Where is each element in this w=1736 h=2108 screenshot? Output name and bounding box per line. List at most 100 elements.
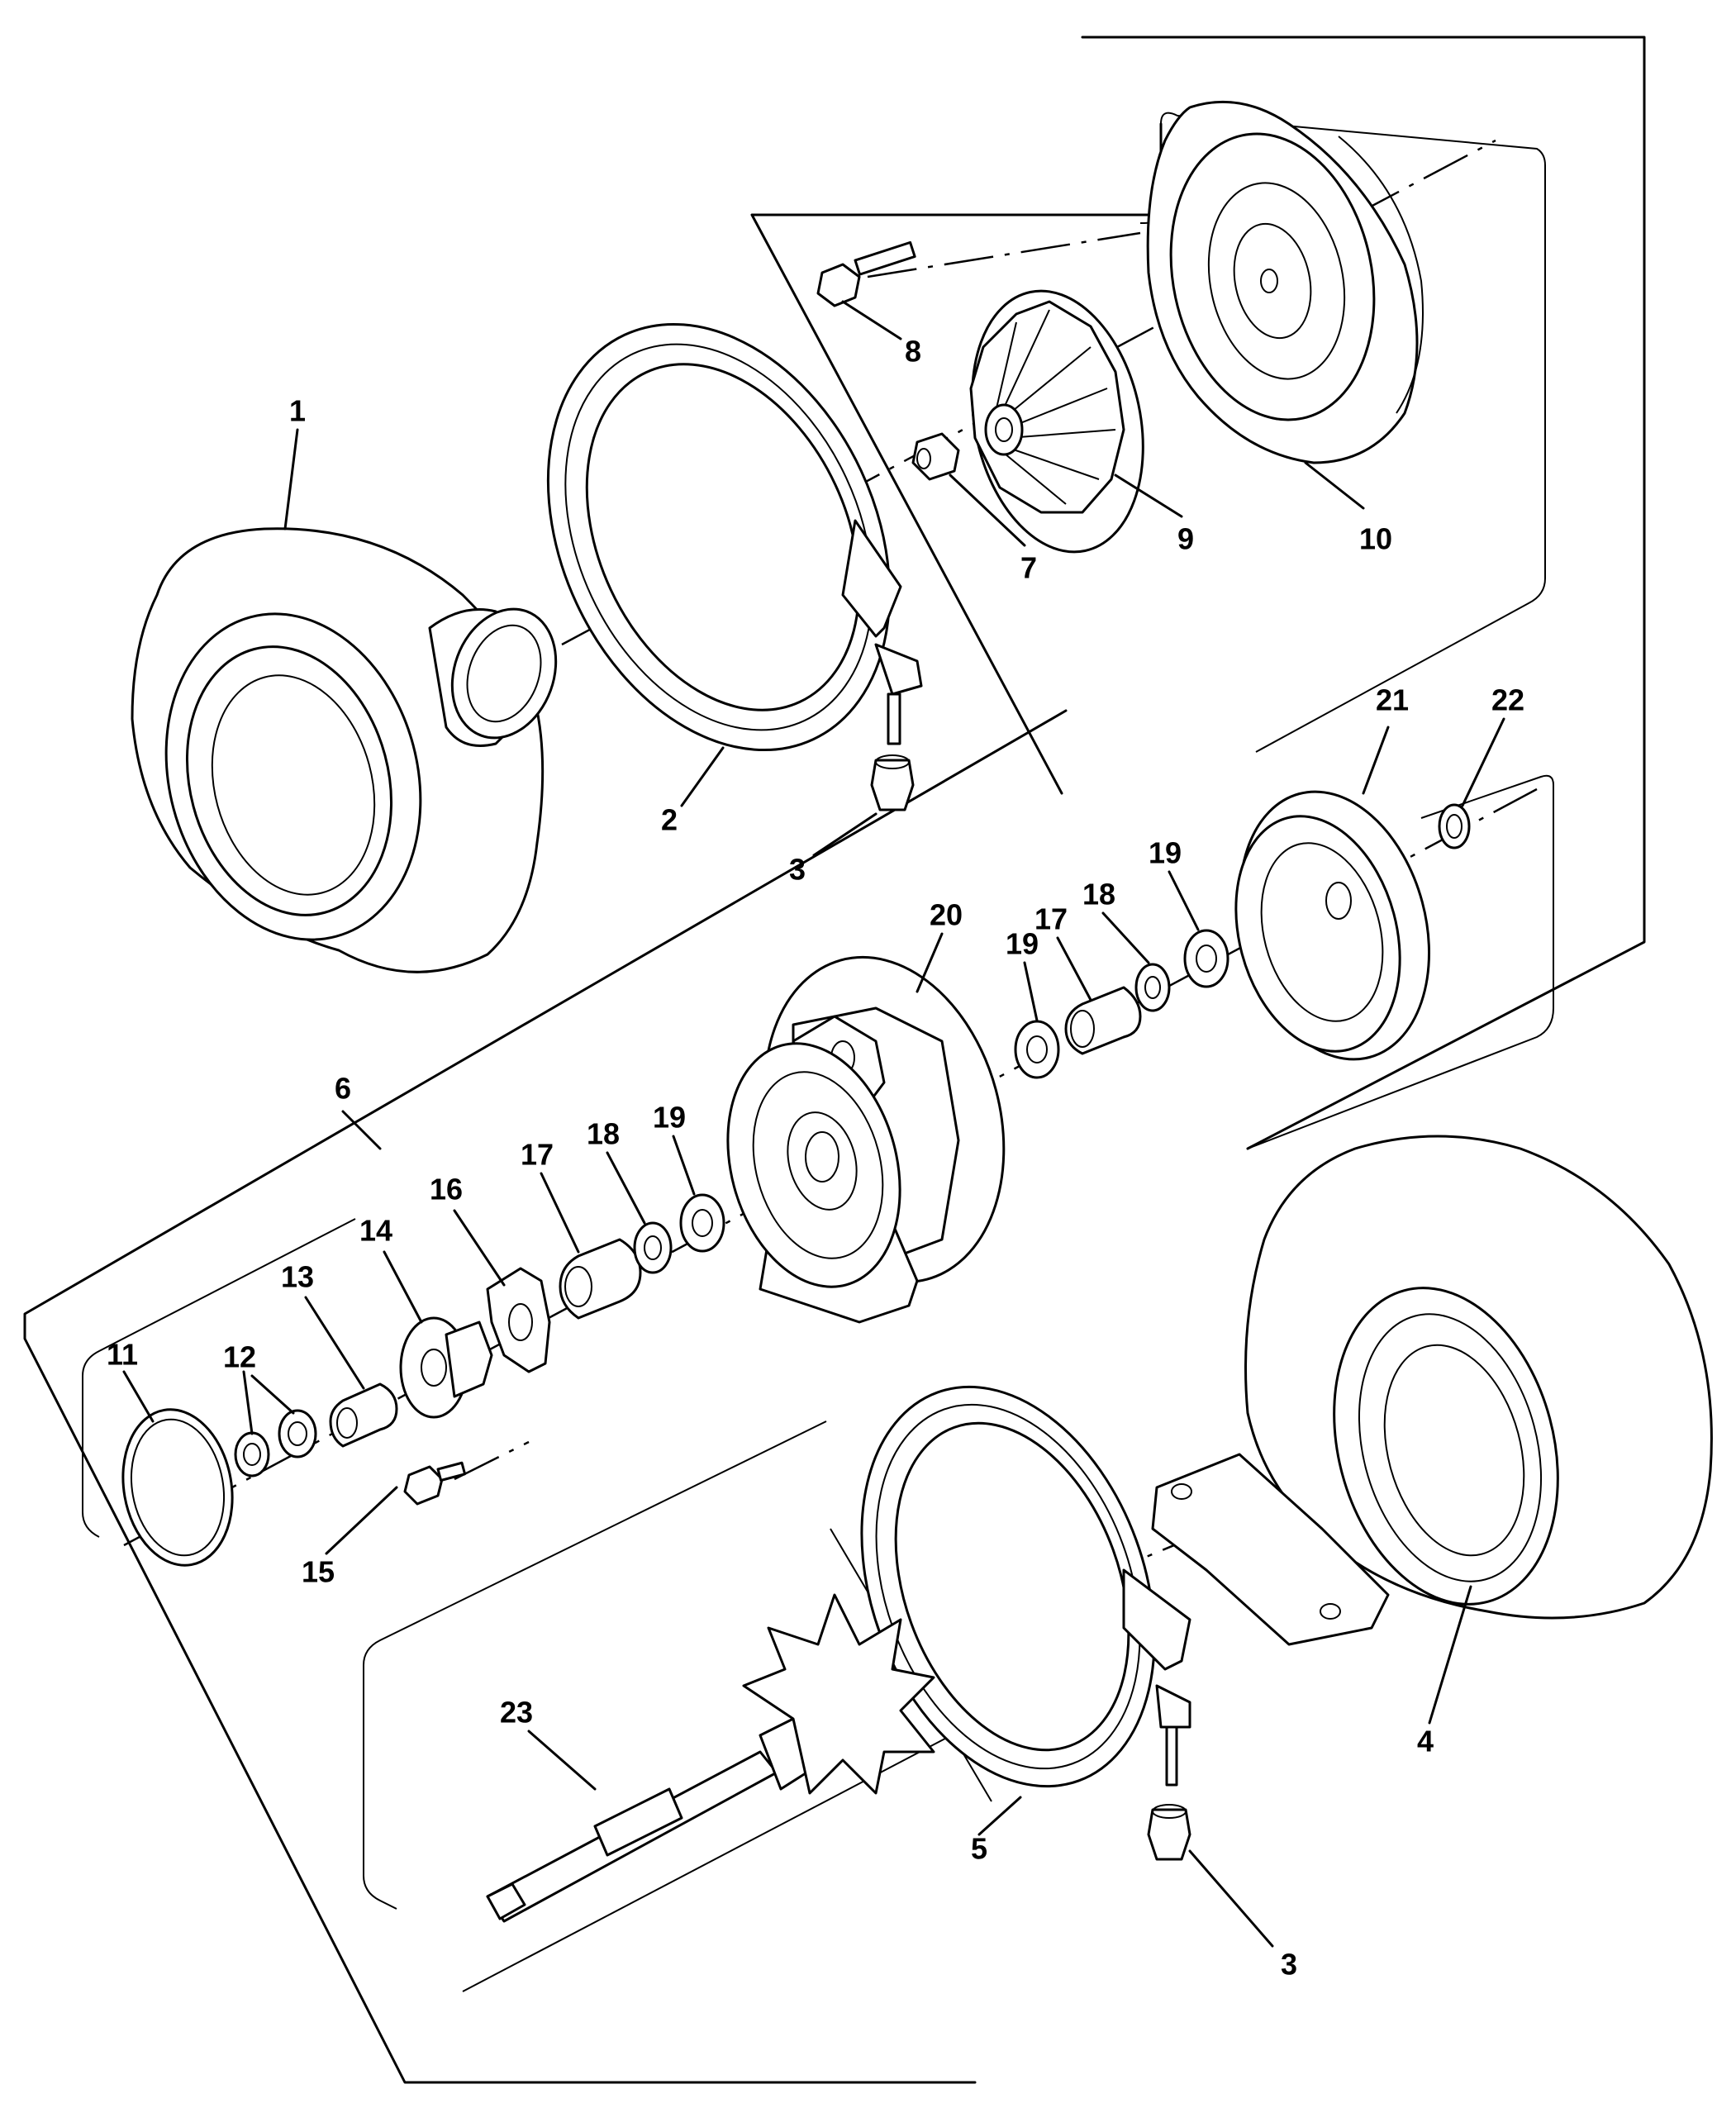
thrust-collar-13 <box>329 1382 398 1448</box>
leader-18-a <box>1101 911 1150 964</box>
axis-bolt-15 <box>454 1440 530 1481</box>
leader-10 <box>1304 461 1365 510</box>
callout-3-lower: 3 <box>1281 1948 1297 1982</box>
leader-19-b <box>1168 870 1200 931</box>
v-band-clamp-lower <box>860 1385 1191 1788</box>
seal-plate <box>1234 790 1431 1061</box>
callout-15: 15 <box>302 1555 335 1589</box>
callout-21: 21 <box>1376 683 1409 717</box>
leader-4 <box>1428 1585 1472 1725</box>
clamp-5-trunnion <box>1122 1568 1191 1671</box>
leader-18-b <box>606 1151 646 1225</box>
ring-22-inner <box>1446 814 1463 839</box>
turbine-foot-hole-1 <box>1171 1483 1192 1500</box>
v-band-clamp-upper <box>546 322 923 752</box>
callout-19-lower: 19 <box>653 1101 686 1135</box>
nut-lower <box>1147 1804 1191 1861</box>
callout-10: 10 <box>1359 522 1392 556</box>
retainer-19-c-hole <box>692 1209 713 1237</box>
screw-15-shank <box>436 1461 467 1482</box>
leader-1 <box>283 428 299 531</box>
backplate-10-bore <box>1260 269 1278 293</box>
leader-2 <box>680 746 725 807</box>
leader-16 <box>453 1209 506 1287</box>
callout-22: 22 <box>1491 683 1524 717</box>
callout-2: 2 <box>661 803 678 837</box>
turbine-foot-hole-2 <box>1320 1603 1341 1620</box>
center-housing-bore-ring <box>787 1111 858 1211</box>
center-housing <box>726 955 1006 1324</box>
nut-3-upper-face <box>875 754 910 769</box>
inner-outline-rotor <box>363 1420 976 1992</box>
backplate-10-face <box>1169 132 1376 421</box>
axis-upper <box>561 271 1257 646</box>
compressor-wheel-blade-lines <box>991 309 1116 505</box>
bearing-17-a <box>1064 986 1142 1055</box>
o-ring-11-inner <box>130 1418 226 1557</box>
thrust-plate-16 <box>486 1267 551 1373</box>
compressor-housing-discharge-flange <box>450 607 558 740</box>
seal-ring-12-b-hole <box>288 1421 307 1446</box>
thrust-bearing-14-boss <box>445 1320 493 1398</box>
callout-18-lower: 18 <box>587 1117 620 1151</box>
callout-19-upper-right: 19 <box>1149 836 1182 870</box>
leader-12-b <box>250 1374 295 1415</box>
callout-11: 11 <box>107 1338 138 1372</box>
clamp-2-bolt-shank <box>887 692 901 745</box>
leader-22 <box>1461 717 1505 807</box>
retainer-19-a-hole <box>1026 1035 1048 1064</box>
seal-ring-12-b <box>278 1409 317 1458</box>
clamp-5-t-bolt <box>1155 1684 1191 1729</box>
seal-plate-21-bore <box>1325 882 1352 920</box>
turbine-housing-inlet-bore <box>1383 1344 1525 1557</box>
clamp-2-trunnion <box>841 519 902 638</box>
clamp-5-bolt-shank <box>1165 1725 1178 1787</box>
lower-bearing-stack <box>559 1193 725 1320</box>
center-housing-group-boundary <box>23 709 1068 2084</box>
compressor-housing-inlet <box>185 645 393 916</box>
bearing-17-b <box>559 1238 642 1320</box>
callout-5: 5 <box>971 1832 987 1866</box>
compressor-wheel <box>969 289 1144 554</box>
bolt-upper <box>816 240 916 307</box>
callout-23: 23 <box>500 1696 533 1730</box>
turbine-housing-inlet-ring <box>1358 1313 1543 1582</box>
washer-18-b-hole <box>644 1235 662 1260</box>
callout-3-upper: 3 <box>789 853 806 887</box>
compressor-group-boundary <box>1081 36 1646 1150</box>
leader-5 <box>977 1796 1022 1836</box>
nut-7-hole <box>916 448 931 469</box>
leader-8 <box>841 300 902 340</box>
callout-17-upper: 17 <box>1034 902 1068 936</box>
inner-outline-center <box>1247 774 1554 1149</box>
washer-18-a <box>1134 963 1171 1012</box>
leader-15 <box>325 1486 398 1555</box>
retainer-19-c <box>679 1193 725 1253</box>
callout-6: 6 <box>335 1072 351 1106</box>
compressor-wheel-bore <box>995 417 1013 442</box>
turbine-housing-foot <box>1151 1453 1390 1646</box>
seal-ring-12-a <box>234 1431 270 1478</box>
nut-upper <box>870 754 915 811</box>
axis-bolt-8 <box>867 231 1141 278</box>
callout-18-upper: 18 <box>1082 878 1115 911</box>
leader-3-upper <box>812 812 878 857</box>
callout-1: 1 <box>289 394 306 428</box>
callout-4: 4 <box>1417 1725 1434 1758</box>
upper-bearing-stack <box>1014 929 1229 1079</box>
callout-labels: 1 2 3 4 5 6 7 8 9 10 11 12 13 14 15 16 1… <box>107 335 1524 1982</box>
nut-3-lower-face <box>1152 1804 1187 1819</box>
leader-19-a <box>1023 961 1039 1022</box>
retainer-19-b <box>1183 929 1229 988</box>
bearing-17-a-bore <box>1070 1010 1095 1048</box>
callout-13: 13 <box>281 1260 314 1294</box>
screw-15 <box>403 1465 444 1506</box>
callout-17-lower: 17 <box>521 1138 554 1172</box>
leader-19-c <box>672 1135 696 1196</box>
inner-outline-left <box>82 1218 356 1538</box>
callout-9: 9 <box>1177 522 1194 556</box>
leader-17-b <box>540 1172 580 1254</box>
bolt-8-shank <box>854 240 916 276</box>
leader-6 <box>341 1110 382 1150</box>
